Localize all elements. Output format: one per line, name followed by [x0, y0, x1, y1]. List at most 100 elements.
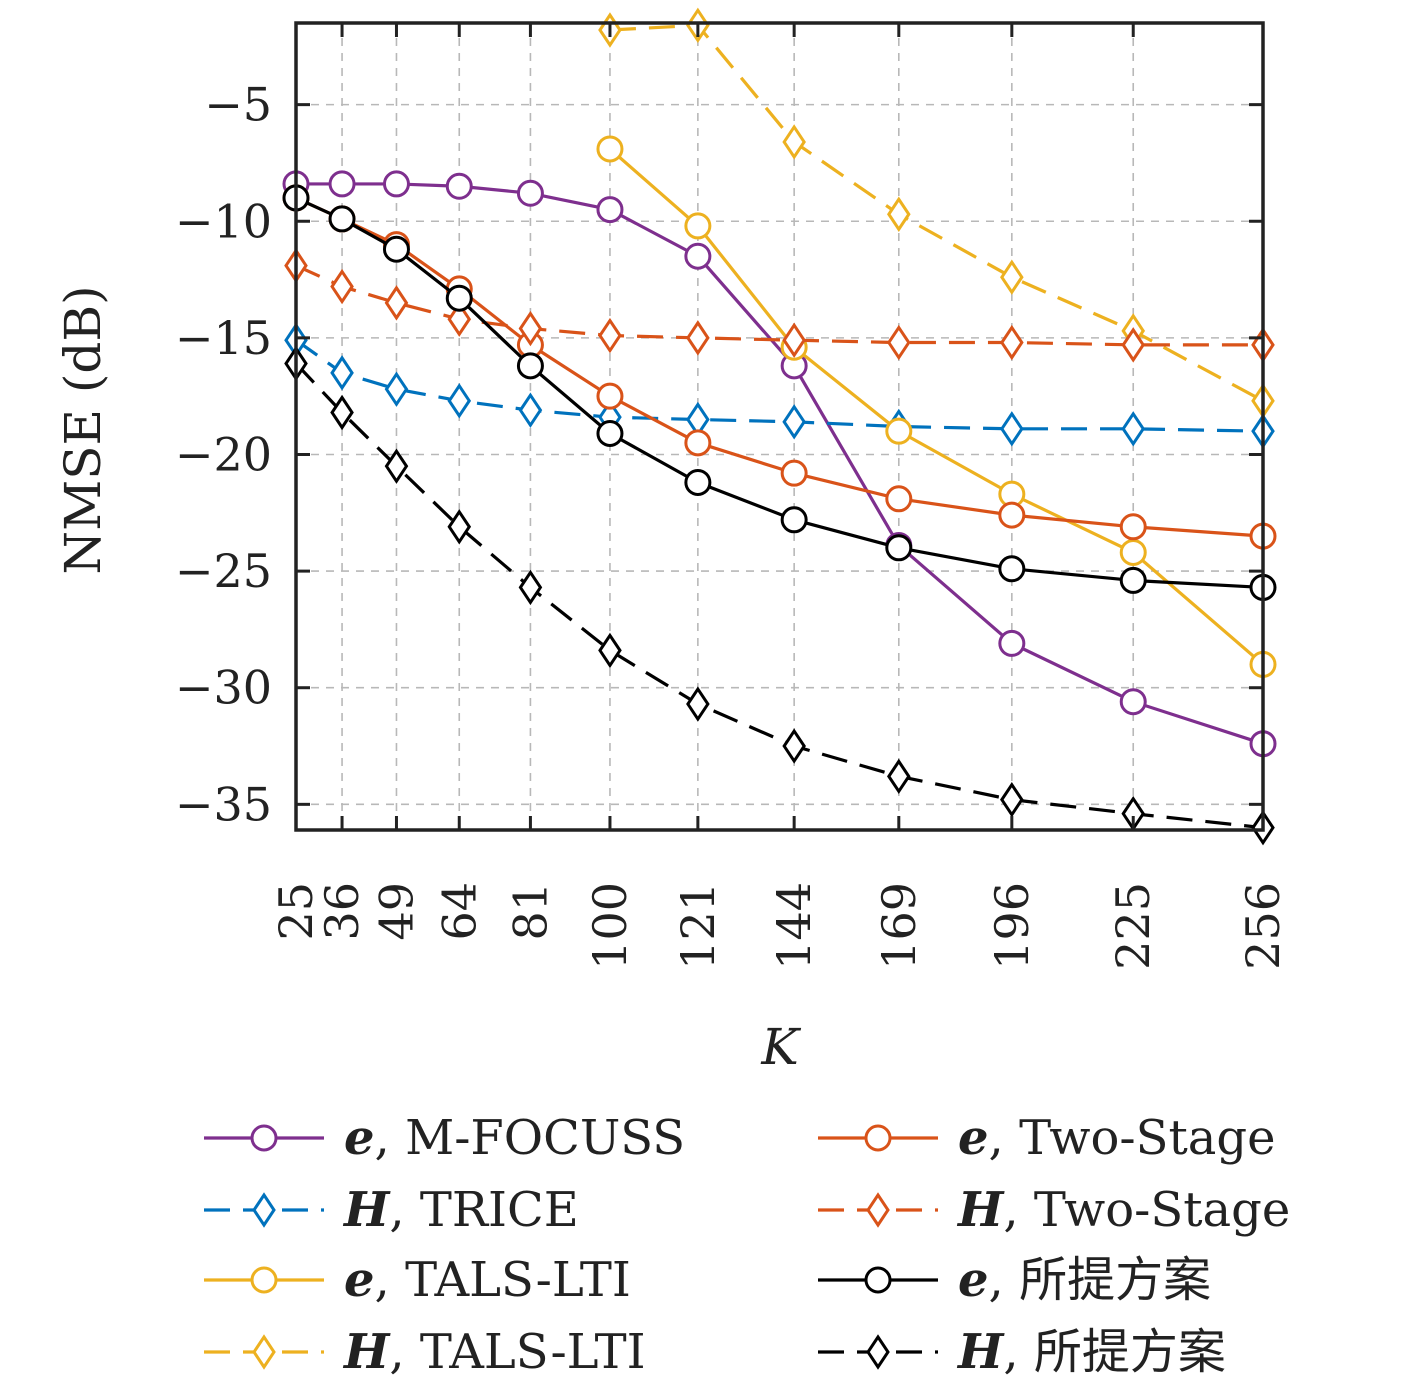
legend-symbol: e [344, 1110, 375, 1166]
legend-symbol: H [956, 1182, 1005, 1238]
data-point [782, 404, 806, 440]
legend-method: , 所提方案 [1003, 1324, 1226, 1380]
legend-label: H, Two-Stage [956, 1182, 1290, 1238]
legend-method: , M-FOCUSS [375, 1110, 686, 1166]
y-tick-label: −5 [204, 78, 272, 132]
series-line [296, 182, 1264, 746]
data-point [447, 383, 472, 419]
data-point [1119, 566, 1147, 594]
series-line [295, 196, 1264, 590]
data-point [328, 170, 356, 198]
legend-item-4: e, Two-Stage [818, 1110, 1276, 1166]
legend-symbol: H [956, 1324, 1005, 1380]
x-tick-label: 169 [872, 882, 926, 970]
data-point [1119, 688, 1147, 716]
data-point [998, 555, 1026, 583]
data-point [684, 429, 712, 457]
legend-method: , 所提方案 [989, 1252, 1212, 1308]
data-point [1121, 411, 1146, 447]
data-point [1121, 327, 1146, 363]
y-tick-label: −35 [175, 777, 272, 831]
x-tick-label: 100 [583, 882, 637, 970]
legend-symbol: e [958, 1252, 989, 1308]
data-point [885, 417, 913, 445]
legend-label: e, TALS-LTI [344, 1252, 631, 1308]
data-point [1000, 324, 1024, 361]
data-point [518, 310, 543, 347]
data-point [887, 324, 911, 361]
data-point [518, 569, 543, 606]
data-point [384, 285, 409, 321]
data-point [885, 485, 913, 513]
data-point [684, 468, 712, 496]
data-point [1119, 513, 1147, 541]
legend-marker [866, 1334, 890, 1370]
data-point [445, 172, 473, 200]
series-line [295, 338, 1264, 433]
legend-label: e, M-FOCUSS [344, 1110, 685, 1166]
x-tick-label: 256 [1236, 882, 1290, 970]
data-point [516, 352, 544, 380]
data-point [328, 205, 356, 233]
series-7 [284, 345, 1275, 846]
y-tick-labels: −5 −10 −15 −20 −25 −30 −35 [175, 78, 272, 832]
series-layer [282, 7, 1277, 846]
legend-item-7: H, 所提方案 [818, 1324, 1226, 1380]
x-tick-label: 64 [432, 882, 486, 941]
x-tick-label: 144 [767, 882, 821, 970]
data-point [596, 196, 624, 224]
legend-method: , Two-Stage [1003, 1182, 1290, 1238]
grid [295, 23, 1264, 830]
x-axis-label: K [760, 1018, 801, 1076]
legend-method: , TALS-LTI [375, 1252, 631, 1308]
legend-item-6: e, 所提方案 [818, 1252, 1211, 1308]
x-tick-label: 49 [369, 882, 423, 941]
legend-item-3: H, TALS-LTI [204, 1324, 646, 1380]
y-tick-label: −20 [175, 427, 272, 481]
y-tick-label: −10 [175, 194, 272, 248]
data-point [596, 135, 624, 163]
data-point [686, 686, 710, 722]
series-4 [282, 184, 1277, 550]
legend-method: , TRICE [389, 1182, 578, 1238]
legend-label: H, 所提方案 [956, 1324, 1226, 1380]
legend-method: , TALS-LTI [389, 1324, 645, 1380]
data-point [516, 179, 544, 207]
legend-marker [252, 1334, 276, 1370]
data-point [382, 170, 410, 198]
legend-label: e, 所提方案 [958, 1252, 1211, 1308]
legend-label: H, TALS-LTI [342, 1324, 646, 1380]
x-tick-label: 121 [671, 882, 725, 970]
data-point [598, 632, 622, 669]
data-point [1119, 538, 1147, 566]
data-point [887, 196, 911, 232]
data-point [330, 355, 354, 391]
data-point [330, 268, 354, 305]
legend-marker [250, 1124, 278, 1152]
legend-marker [864, 1266, 892, 1294]
x-tick-label: 81 [503, 882, 557, 941]
legend-symbol: e [958, 1110, 989, 1166]
legend-label: e, Two-Stage [958, 1110, 1276, 1166]
data-point [684, 242, 712, 270]
data-point [598, 317, 622, 354]
tick-marks [294, 23, 1265, 830]
data-point [382, 235, 410, 263]
series-line [295, 196, 1264, 538]
legend-item-5: H, Two-Stage [818, 1182, 1290, 1238]
legend-symbol: H [342, 1182, 391, 1238]
series-6 [282, 184, 1277, 601]
y-tick-label: −25 [175, 544, 272, 598]
x-tick-label: 196 [985, 882, 1039, 970]
series-0 [282, 170, 1277, 758]
data-point [782, 322, 806, 358]
y-tick-label: −30 [175, 661, 272, 715]
data-point [998, 629, 1026, 657]
legend-item-2: e, TALS-LTI [204, 1252, 631, 1308]
data-point [447, 509, 472, 545]
data-point [885, 534, 913, 562]
x-tick-label: 225 [1106, 882, 1160, 970]
y-axis-label: NMSE (dB) [54, 285, 112, 574]
